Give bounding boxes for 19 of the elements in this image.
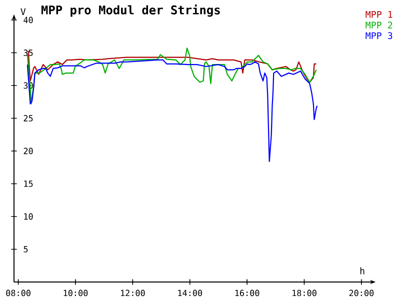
text: MPP 3 <box>366 32 392 40</box>
y-tick-label: 25 <box>24 115 33 122</box>
text: MPP 2 <box>366 22 392 28</box>
x-tick-label: 08:00 <box>6 290 30 296</box>
y-tick-label: 15 <box>24 180 33 187</box>
x-tick-label: 20:00 <box>349 290 374 296</box>
y-tick-label: 20 <box>24 148 33 154</box>
x-tick-label: 12:00 <box>120 290 145 296</box>
x-tick-label: 14:00 <box>178 290 202 296</box>
x-axis-title: h <box>360 267 364 274</box>
y-tick-label: 5 <box>24 246 28 252</box>
y-tick-label: 40 <box>24 16 33 24</box>
x-tick-label: 16:00 <box>235 290 260 296</box>
text: MPP 1 <box>366 11 392 18</box>
y-axis-title: V <box>20 8 26 16</box>
y-tick-label: 10 <box>24 213 33 220</box>
x-tick-label: 10:00 <box>64 290 88 296</box>
x-tick-label: 18:00 <box>292 290 316 296</box>
chart-title: MPP pro Modul der Strings <box>41 4 220 17</box>
